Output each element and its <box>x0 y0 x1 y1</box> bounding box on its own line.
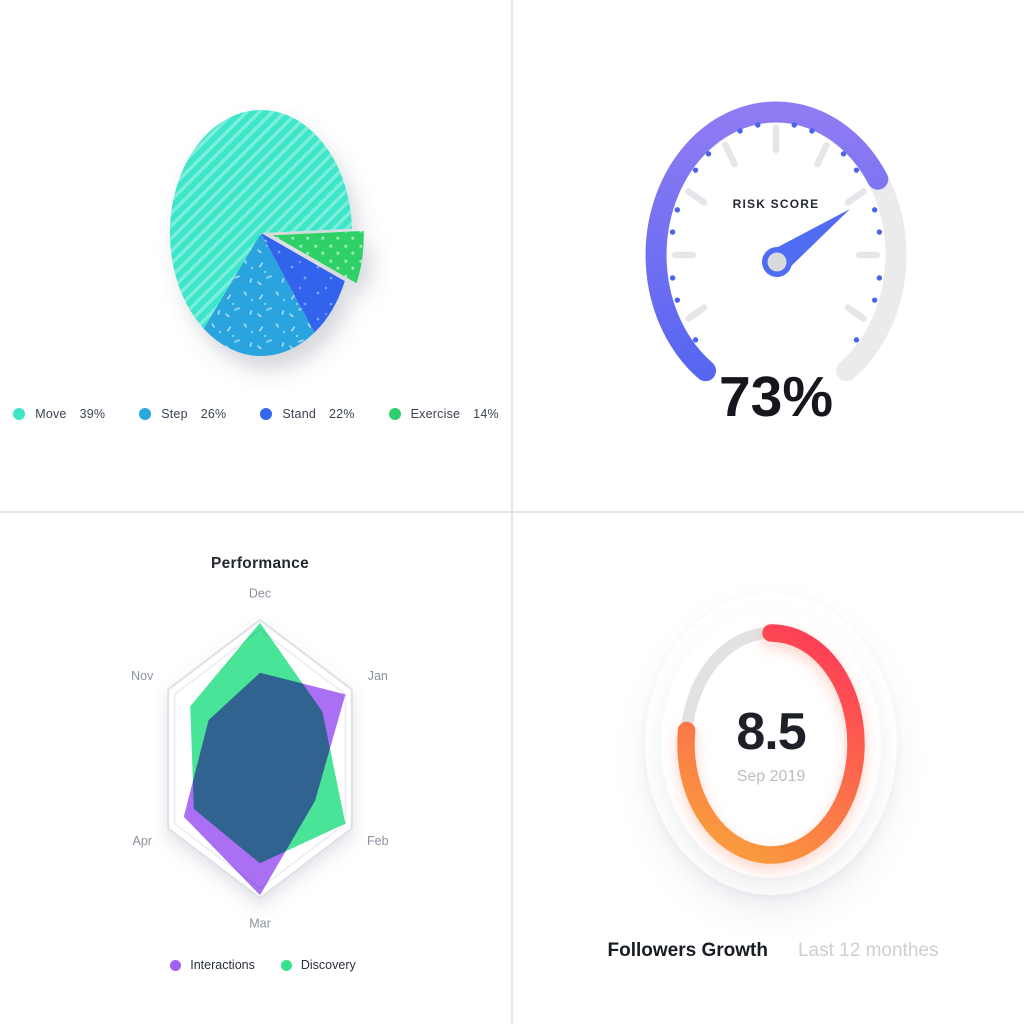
ring-value: 8.5 <box>736 703 806 761</box>
inner-soft-circle <box>661 610 881 878</box>
legend-label: Move <box>35 407 67 421</box>
legend-item-discovery[interactable]: Discovery <box>280 958 356 972</box>
caption-title: Followers Growth <box>607 940 768 961</box>
svg-text:Dec: Dec <box>249 586 271 600</box>
legend-item-stand[interactable]: Stand 22% <box>260 407 354 421</box>
radar-legend: Interactions Discovery <box>0 958 512 972</box>
legend-item-move[interactable]: Move 39% <box>13 407 105 421</box>
radar-title: Performance <box>210 555 310 572</box>
legend-value: 39% <box>79 407 106 421</box>
performance-radar-chart: Dec Jan Feb Mar Apr Nov <box>131 586 389 930</box>
interactions-color-dot <box>170 959 182 971</box>
followers-ring-panel: 8.5 Sep 2019 Followers Growth Last 12 mo… <box>512 512 1024 1024</box>
step-color-dot <box>139 408 152 420</box>
svg-text:Feb: Feb <box>367 834 389 848</box>
legend-label: Discovery <box>300 958 356 972</box>
pie-slices <box>169 109 364 357</box>
legend-label: Stand <box>282 407 317 421</box>
legend-value: 26% <box>200 407 227 421</box>
legend-label: Interactions <box>190 958 255 972</box>
performance-radar-panel: Performance Dec Jan Feb Mar Apr Nov Interacti… <box>0 512 512 1024</box>
svg-text:Nov: Nov <box>131 669 154 683</box>
caption-note: Last 12 monthes <box>797 940 939 961</box>
ring-caption: Followers Growth Last 12 monthes <box>512 940 1024 962</box>
legend-label: Exercise <box>410 407 461 421</box>
pie-legend: Move 39% Step 26% Stand 22% Exercise 14% <box>0 407 512 421</box>
risk-gauge-panel: RISK SCORE 73% <box>512 0 1024 512</box>
legend-item-interactions[interactable]: Interactions <box>170 958 255 972</box>
gauge-title: RISK SCORE <box>732 197 820 211</box>
legend-value: 14% <box>473 407 499 421</box>
followers-ring-chart <box>677 624 865 864</box>
svg-text:Mar: Mar <box>249 916 271 930</box>
horizontal-divider <box>0 511 1024 513</box>
ring-sublabel: Sep 2019 <box>736 768 806 785</box>
exercise-color-dot <box>388 408 401 420</box>
legend-item-step[interactable]: Step 26% <box>139 407 226 421</box>
activity-pie-chart <box>169 109 364 357</box>
move-color-dot <box>13 408 26 420</box>
activity-pie-panel: Move 39% Step 26% Stand 22% Exercise 14% <box>0 0 512 512</box>
risk-gauge-chart <box>645 101 907 382</box>
discovery-color-dot <box>280 959 292 971</box>
gauge-value: 73% <box>718 365 834 429</box>
svg-text:Jan: Jan <box>368 669 388 683</box>
legend-item-exercise[interactable]: Exercise 14% <box>388 407 499 421</box>
stand-color-dot <box>260 408 273 420</box>
legend-label: Step <box>161 407 188 421</box>
svg-text:Apr: Apr <box>132 834 151 848</box>
legend-value: 22% <box>329 407 355 421</box>
